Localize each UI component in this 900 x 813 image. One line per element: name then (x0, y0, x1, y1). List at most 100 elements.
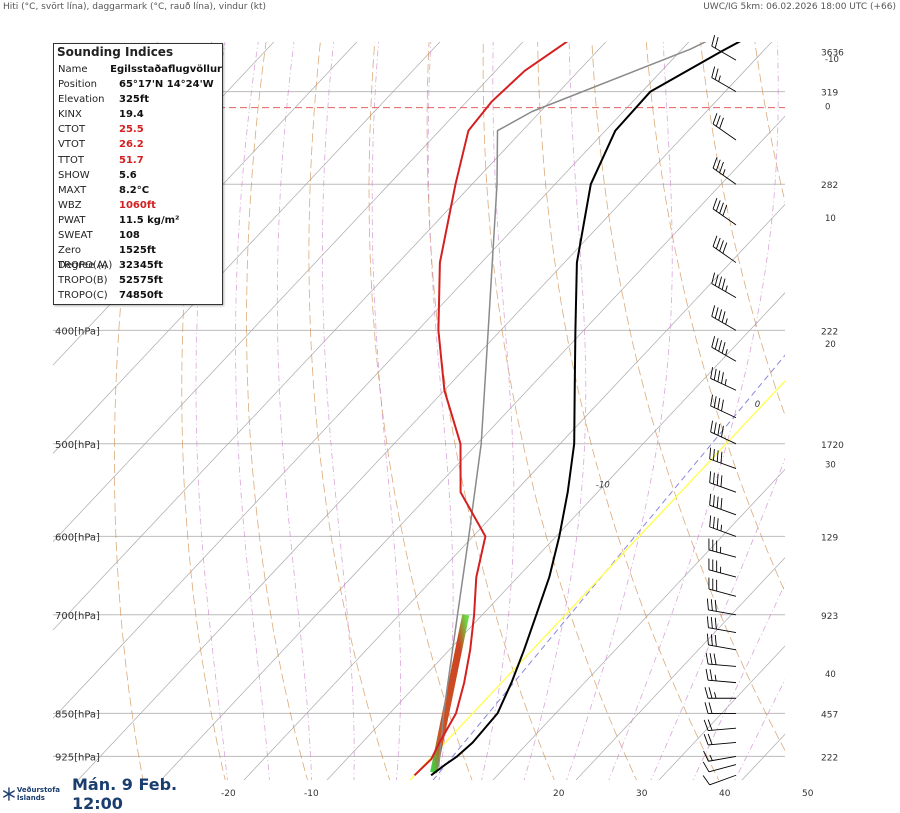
height-label: 282 (821, 181, 838, 191)
wind-barb-halfflag (726, 318, 728, 324)
wind-barb-flag (707, 616, 708, 627)
vedurstofa-logo: Veðurstofa Íslands (0, 780, 60, 808)
wind-barb-staff (711, 406, 736, 418)
isotherm-label: -10 (596, 481, 610, 491)
index-key: TTOT (54, 153, 119, 168)
wind-barb-flag (710, 653, 712, 664)
wind-barb-flag (717, 518, 718, 529)
wind-barb (707, 599, 736, 615)
height-label: 222 (821, 327, 838, 337)
wind-barb-flag (713, 449, 714, 460)
wind-barb-flag (720, 118, 724, 129)
wind-barb-halfflag (726, 286, 728, 292)
wind-barb (705, 687, 736, 698)
wind-barb-flag (721, 372, 723, 383)
wind-barb (713, 236, 736, 263)
right-temperature-label: 40 (825, 670, 836, 680)
wind-barb-flag (703, 762, 709, 772)
pressure-label: 400[hPa] (55, 326, 100, 337)
index-key: PWAT (54, 213, 119, 228)
wind-barb-flag (704, 734, 708, 745)
wind-barb-staff (708, 742, 736, 744)
wind-barb-flag (711, 395, 713, 406)
wind-barb-flag (704, 720, 708, 731)
index-key: VTOT (54, 137, 119, 152)
index-row: TROPO(A)32345ft (54, 258, 222, 273)
wind-barb (705, 702, 736, 713)
wind-barb-flag (715, 37, 718, 48)
wind-barb (711, 367, 736, 390)
dry-adiabat (787, 0, 900, 796)
wind-barb-halfflag (710, 755, 713, 761)
wind-barb-flag (715, 307, 718, 318)
pressure-label: 500[hPa] (55, 440, 100, 451)
bottom-temperature-label: 20 (553, 789, 565, 799)
wind-barb-flag (720, 240, 724, 251)
wind-barb-flag (710, 515, 711, 526)
wind-barb-flag (715, 600, 716, 611)
height-label: 457 (821, 710, 838, 720)
index-value: 25.5 (119, 122, 144, 137)
index-row: Zero Degree (A)1525ft (54, 243, 222, 258)
wind-barb-flag (719, 277, 722, 288)
wind-barb-halfflag (723, 169, 725, 175)
logo-text: Veðurstofa Íslands (17, 786, 60, 802)
wind-barb (706, 653, 736, 667)
wind-barbs (703, 35, 736, 785)
dry-adiabat (690, 0, 900, 796)
height-label: 319 (821, 89, 838, 99)
wind-barb-halfflag (719, 76, 721, 82)
temperature-curve (431, 0, 900, 775)
index-value: 51.7 (119, 153, 144, 168)
index-value: 11.5 kg/m² (119, 213, 179, 228)
wind-barb-flag (715, 275, 718, 286)
moist-adiabat (322, 0, 354, 796)
isotherm-label: 0 (755, 400, 760, 410)
wind-barb-staff (712, 78, 736, 92)
wind-barb-flag (711, 634, 712, 645)
wind-barb-flag (716, 200, 720, 211)
index-key: KINX (54, 107, 119, 122)
wind-barb-flag (713, 517, 714, 528)
wind-barb-staff (709, 570, 736, 577)
wind-barb-flag (716, 160, 720, 171)
index-value: 74850ft (119, 288, 163, 303)
wind-barb-flag (723, 205, 727, 216)
wind-barb-flag (723, 243, 727, 254)
wind-barb-flag (711, 599, 712, 610)
wind-barb-flag (706, 653, 708, 664)
wind-barb-flag (722, 342, 725, 353)
wind-barb-flag (713, 113, 717, 124)
right-temperature-label: 20 (825, 340, 836, 350)
wind-barb (713, 113, 736, 140)
height-label: 1720 (821, 441, 844, 451)
index-value: 52575ft (119, 273, 163, 288)
wind-barb-flag (712, 336, 715, 347)
wind-barb-flag (719, 340, 722, 351)
index-key: SWEAT (54, 228, 119, 243)
wind-barb-flag (715, 635, 716, 646)
wind-barb-flag (720, 162, 724, 173)
isotherm-line (478, 0, 900, 796)
bottom-temperature-label: 50 (802, 789, 814, 799)
wind-barb (704, 734, 736, 745)
wind-barb (707, 616, 736, 632)
logo-line-2: Íslands (17, 794, 60, 802)
wind-barb-flag (716, 116, 720, 127)
moist-adiabat (520, 0, 586, 796)
index-key: Position (54, 77, 119, 92)
index-value: 32345ft (119, 258, 163, 273)
index-value: 65°17'N 14°24'W (119, 77, 214, 92)
wind-barb-flag (712, 305, 715, 316)
index-key: MAXT (54, 183, 119, 198)
wind-barb (712, 273, 736, 298)
wind-barb-flag (710, 448, 711, 459)
moist-adiabat (686, 0, 900, 796)
